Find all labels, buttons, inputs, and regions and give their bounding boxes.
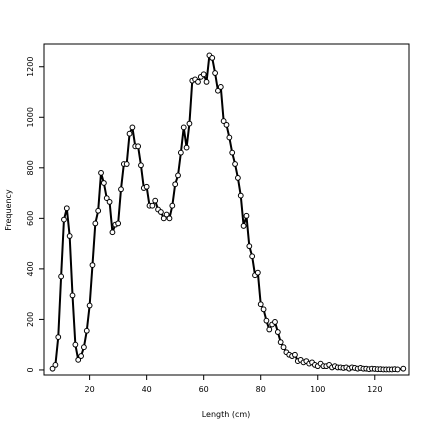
data-point xyxy=(180,124,187,131)
data-point xyxy=(280,344,287,351)
data-point xyxy=(274,329,281,335)
data-point xyxy=(183,144,190,151)
data-point xyxy=(215,87,221,94)
data-point xyxy=(277,339,284,346)
data-point xyxy=(66,233,73,239)
data-point xyxy=(49,365,56,372)
data-point xyxy=(292,351,298,358)
x-tick-label: 120 xyxy=(367,385,382,394)
data-point xyxy=(100,180,107,186)
data-point xyxy=(226,134,233,141)
data-point xyxy=(83,327,90,334)
data-point xyxy=(89,262,96,268)
data-point xyxy=(92,220,99,227)
data-point xyxy=(106,199,113,205)
data-point xyxy=(220,118,227,124)
data-point xyxy=(166,215,173,222)
data-point xyxy=(400,365,407,372)
data-point xyxy=(52,361,59,368)
data-point xyxy=(75,356,82,363)
x-axis-label: Length (cm) xyxy=(202,410,251,419)
data-point xyxy=(229,149,236,156)
data-point xyxy=(98,169,104,176)
series-frequency xyxy=(49,52,407,373)
x-axis: 20 40 60 80 100 120 xyxy=(85,375,382,394)
data-point xyxy=(272,319,278,325)
data-point xyxy=(61,216,67,223)
data-point xyxy=(254,269,261,276)
y-tick-label: 1200 xyxy=(26,57,35,77)
data-point xyxy=(237,192,244,199)
data-point xyxy=(160,215,167,222)
data-point xyxy=(158,209,164,215)
data-point xyxy=(135,143,142,150)
plot-frame xyxy=(43,43,410,376)
data-point xyxy=(138,162,144,169)
data-point xyxy=(81,344,87,351)
data-point xyxy=(232,161,238,167)
data-point xyxy=(109,229,116,236)
data-point xyxy=(266,326,273,333)
x-tick-label: 60 xyxy=(199,385,209,394)
series-line xyxy=(51,54,404,371)
data-point xyxy=(69,292,76,299)
y-tick-label: 1000 xyxy=(26,107,35,127)
data-point xyxy=(209,54,216,61)
data-point xyxy=(86,302,93,309)
y-axis: 0 200 400 600 800 1000 1200 xyxy=(26,57,44,372)
y-tick-label: 600 xyxy=(26,211,35,226)
y-tick-label: 400 xyxy=(26,261,35,276)
data-point xyxy=(212,70,218,76)
data-point xyxy=(260,306,267,313)
data-point xyxy=(217,84,224,90)
y-tick-label: 0 xyxy=(26,367,35,372)
data-point xyxy=(172,181,179,188)
data-point xyxy=(177,149,184,156)
data-point xyxy=(195,79,201,85)
data-point xyxy=(129,124,136,131)
data-point xyxy=(200,71,207,78)
data-point xyxy=(72,341,79,348)
data-point xyxy=(126,130,133,137)
data-point xyxy=(394,366,401,373)
data-point xyxy=(149,202,156,209)
data-point xyxy=(143,183,150,190)
data-point xyxy=(58,273,65,280)
plot-box xyxy=(43,43,410,376)
y-tick-label: 200 xyxy=(26,312,35,327)
data-point xyxy=(55,334,62,340)
x-tick-label: 20 xyxy=(85,385,95,394)
data-point xyxy=(175,172,181,179)
data-point xyxy=(123,161,130,167)
data-point xyxy=(263,317,270,324)
x-tick-label: 100 xyxy=(310,385,325,394)
data-point xyxy=(118,186,124,193)
data-point xyxy=(103,195,110,202)
data-point xyxy=(63,205,70,212)
data-point xyxy=(235,175,241,181)
data-point xyxy=(223,121,230,128)
data-point xyxy=(163,211,170,218)
data-point xyxy=(257,301,264,308)
data-point xyxy=(169,202,176,209)
data-point xyxy=(203,79,210,85)
data-point xyxy=(186,120,193,127)
data-point xyxy=(246,243,253,250)
data-point xyxy=(152,197,159,204)
data-point xyxy=(249,253,256,260)
x-tick-label: 40 xyxy=(142,385,152,394)
data-point xyxy=(240,223,247,229)
data-point xyxy=(78,353,84,359)
x-tick-label: 80 xyxy=(256,385,266,394)
data-point xyxy=(95,207,102,214)
data-point xyxy=(243,212,250,219)
y-axis-label: Frequency xyxy=(4,189,13,231)
data-point xyxy=(115,220,122,227)
y-tick-label: 800 xyxy=(26,160,35,175)
